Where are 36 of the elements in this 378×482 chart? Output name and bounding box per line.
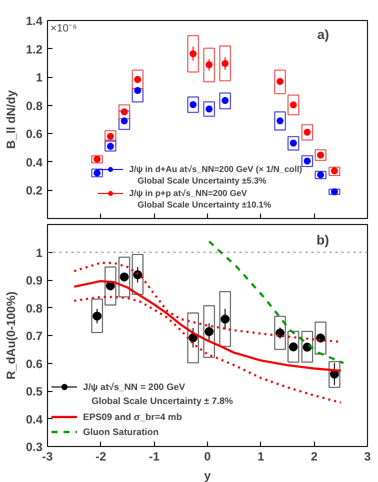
- y-tick-label: 0.5: [26, 384, 43, 398]
- annotation: Global Scale Uncertainty ±5.3%: [138, 176, 267, 186]
- y-tick-label: 0.9: [26, 274, 43, 288]
- x-tick-label: 0: [204, 450, 212, 464]
- y-axis-title: R_dAu(0-100%): [4, 291, 18, 380]
- annotation: Global Scale Uncertainty ± 7.8%: [92, 396, 234, 406]
- y-tick-label: 0.8: [26, 301, 43, 316]
- x-tick-label: 1: [257, 450, 264, 464]
- legend-label: J/ψ in d+Au at√s_NN=200 GeV (× 1/N_coll): [129, 164, 302, 174]
- legend-label: EPS09 and σ_br=4 mb: [83, 410, 182, 423]
- y-tick-label: 1.4: [26, 14, 43, 28]
- x-tick-label: 2: [310, 450, 318, 464]
- legend-label: Gluon Saturation: [83, 426, 159, 438]
- annotation: b): [316, 232, 330, 248]
- y-tick-label: 1: [36, 246, 43, 260]
- y-tick-label: 0.7: [26, 329, 43, 343]
- x-axis-title: y: [204, 468, 212, 482]
- legend-label: J/ψ in p+p at√s_NN=200 GeV: [129, 188, 248, 198]
- y-tick-label: 0.6: [26, 356, 43, 371]
- x-tick-label: 3: [364, 450, 372, 464]
- y-tick-label: 0.4: [26, 412, 43, 426]
- annotation: Global Scale Uncertainty ±10.1%: [138, 200, 272, 210]
- y-tick-label: 1: [36, 70, 43, 85]
- y-tick-label: 0.4: [26, 155, 43, 170]
- y-tick-label: 0.3: [26, 440, 43, 454]
- y-tick-label: 0.8: [26, 98, 43, 113]
- x-tick-label: -2: [96, 450, 106, 464]
- y-axis-title: B_ll dN/dy: [4, 90, 18, 149]
- y-tick-label: 0.2: [26, 184, 43, 198]
- annotation: ×10⁻⁶: [50, 22, 77, 34]
- x-tick-label: -1: [148, 450, 160, 464]
- annotation: a): [317, 26, 330, 42]
- legend-label: J/ψ at√s_NN = 200 GeV: [83, 380, 186, 393]
- y-tick-label: 0.6: [26, 127, 43, 142]
- y-tick-label: 1.2: [26, 42, 43, 56]
- x-tick-label: -3: [42, 450, 54, 464]
